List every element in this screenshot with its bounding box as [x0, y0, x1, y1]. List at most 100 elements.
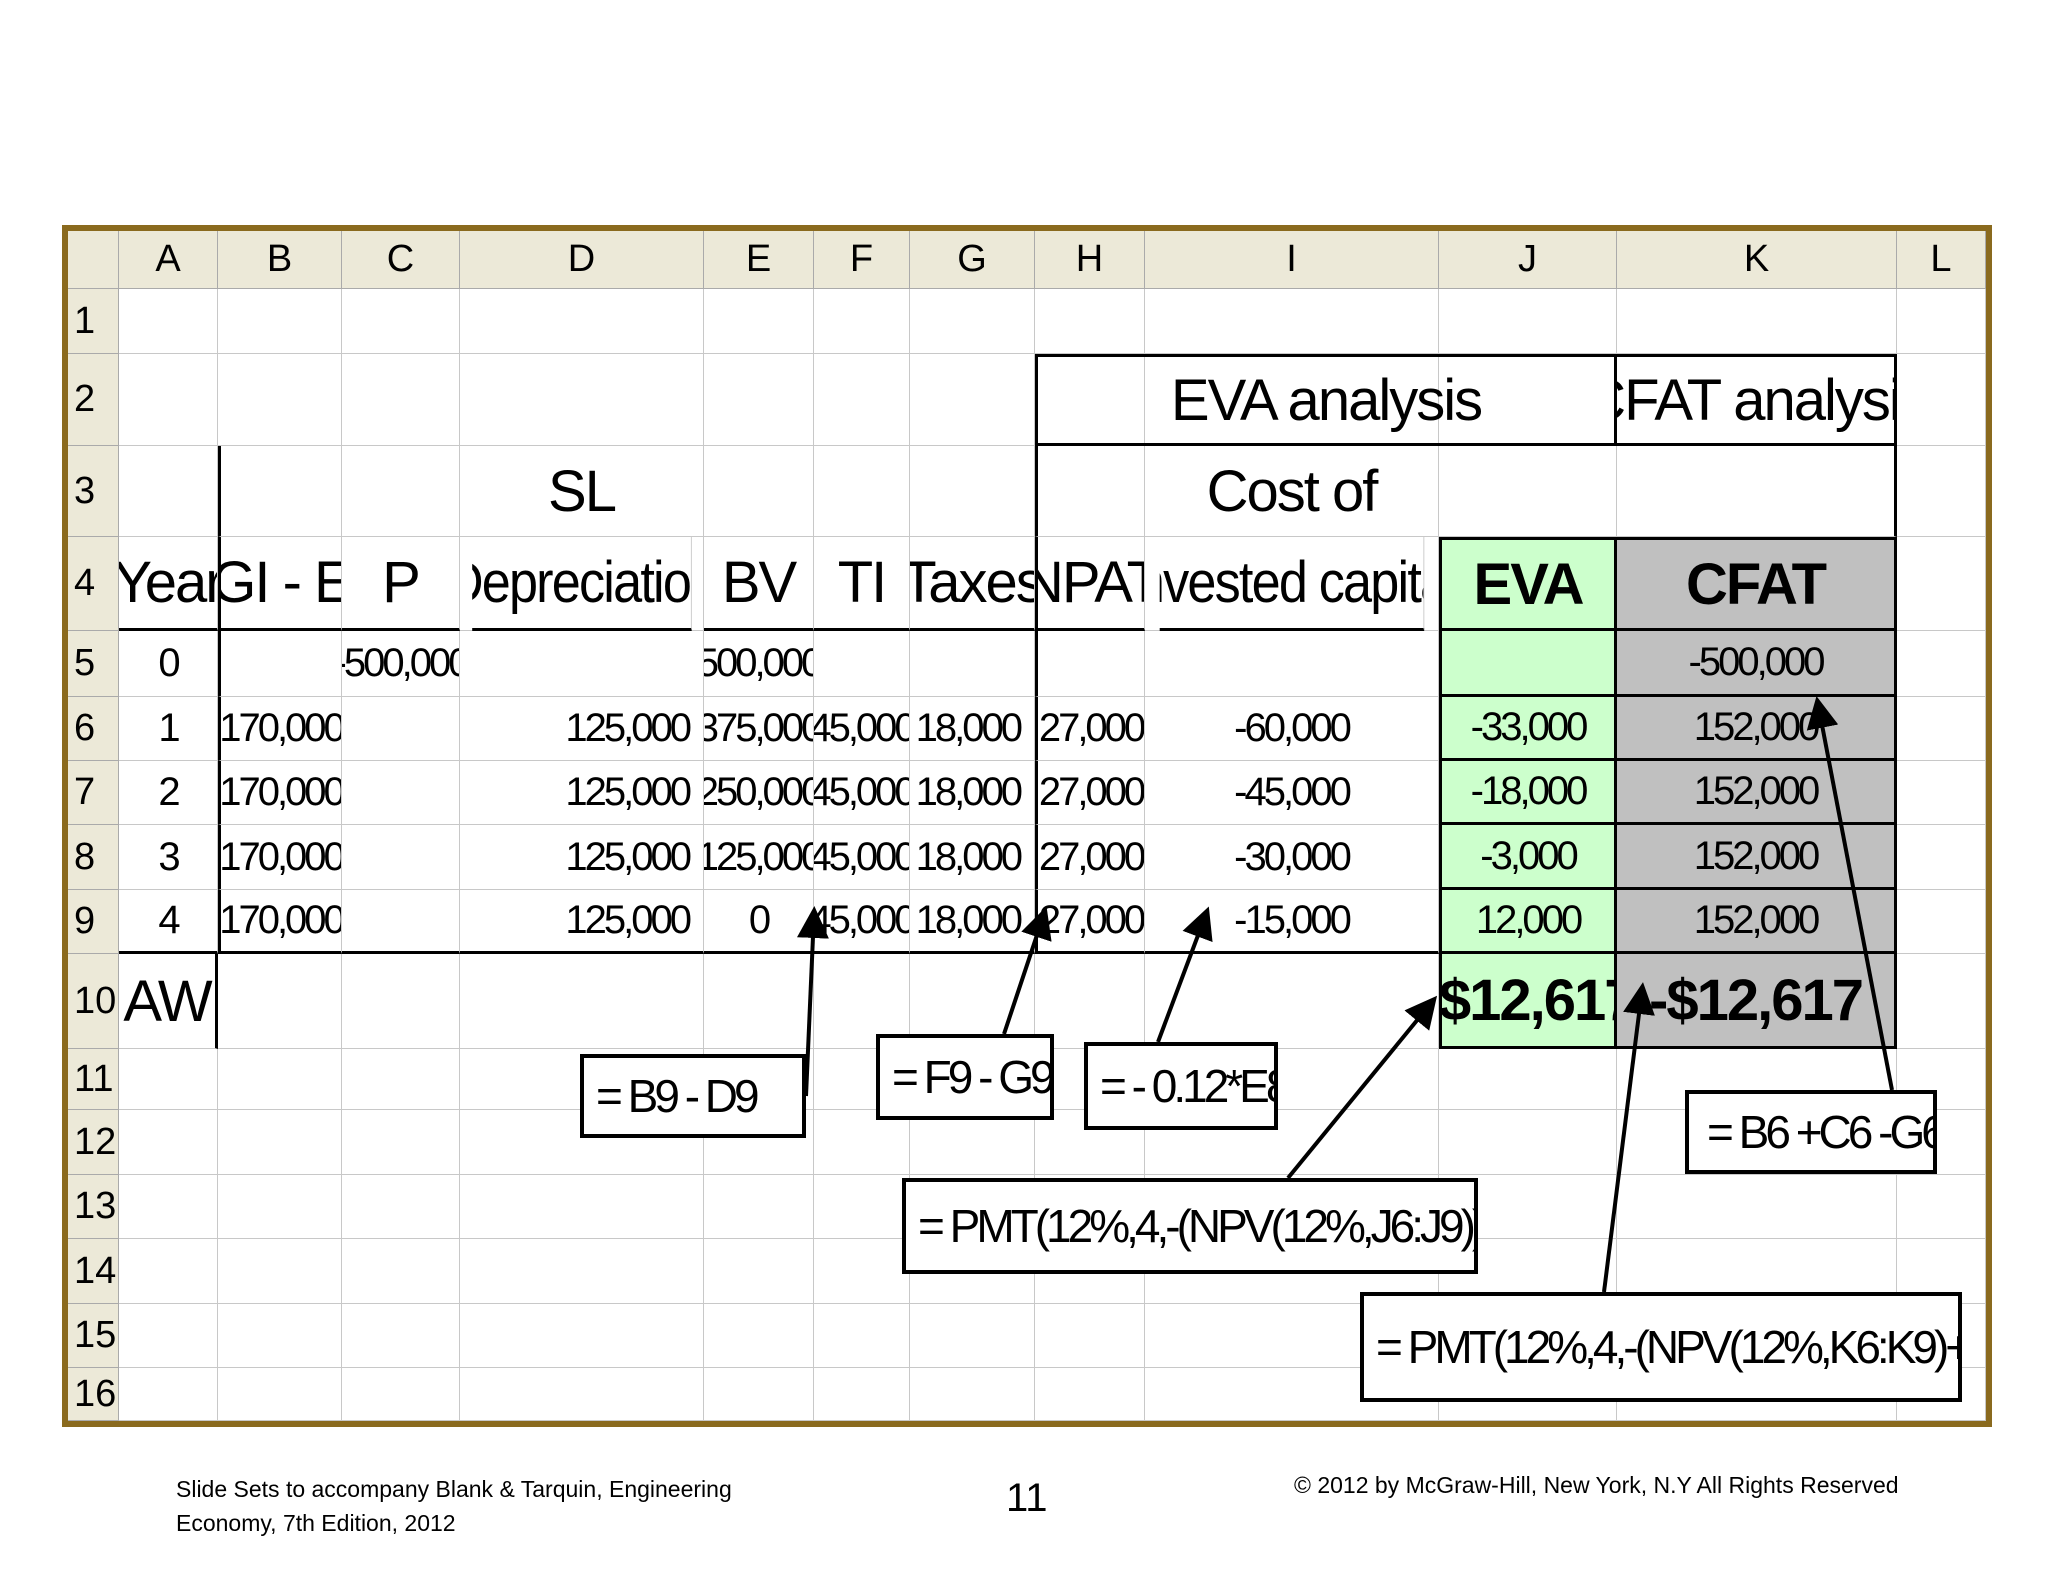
grid-cell [1035, 1368, 1145, 1421]
grid-cell [910, 446, 1035, 537]
grid-cell [1897, 1110, 1986, 1175]
grid-cell [704, 289, 814, 354]
cell-bv-3: 125,000 [704, 825, 814, 890]
cell-gi-e-2: 170,000 [218, 761, 342, 825]
grid-cell [119, 1304, 218, 1368]
grid-cell [119, 1175, 218, 1239]
callout-cfat-aw-formula: = PMT(12%,4,-(NPV(12%,K6:K9)+K5)) [1360, 1292, 1962, 1402]
grid-cell [910, 289, 1035, 354]
header-ti: TI [814, 537, 910, 631]
cell-year-4: 4 [119, 890, 218, 954]
cell-ti-0 [814, 631, 910, 697]
cell-p-2 [342, 761, 460, 825]
grid-cell [460, 1239, 704, 1304]
cell-bv-2: 250,000 [704, 761, 814, 825]
cell-npat-1: 27,000 [1035, 697, 1145, 761]
callout-cfat-formula: = B6 +C6 -G6 [1685, 1090, 1937, 1174]
cell-year-1: 1 [119, 697, 218, 761]
header-year: Year [119, 537, 218, 631]
grid-cell [1897, 354, 1986, 446]
cell-depreciation-2: 125,000 [460, 761, 704, 825]
column-header-C: C [342, 231, 460, 289]
grid-cell [704, 954, 814, 1049]
row-header-9: 9 [68, 890, 119, 954]
grid-cell [1897, 890, 1986, 954]
grid-cell [814, 1175, 910, 1239]
cell-p-1 [342, 697, 460, 761]
grid-cell [218, 1049, 342, 1110]
cell-bv-4: 0 [704, 890, 814, 954]
grid-cell [1035, 446, 1145, 537]
cell-gi-e-1: 170,000 [218, 697, 342, 761]
row-header-12: 12 [68, 1110, 119, 1175]
grid-cell [814, 1368, 910, 1421]
row-header-13: 13 [68, 1175, 119, 1239]
grid-cell [1897, 825, 1986, 890]
grid-cell [1897, 289, 1986, 354]
cell-eva-3: -3,000 [1439, 825, 1617, 890]
column-header-I: I [1145, 231, 1439, 289]
grid-cell [218, 1304, 342, 1368]
grid-cell [218, 1239, 342, 1304]
cell-p-0: -500,000 [342, 631, 460, 697]
grid-cell [119, 1049, 218, 1110]
page-number: 11 [1006, 1476, 1048, 1520]
grid-cell [342, 1175, 460, 1239]
grid-cell [704, 446, 814, 537]
header-p: P [342, 537, 460, 631]
grid-cell [1035, 289, 1145, 354]
grid-cell [1145, 954, 1439, 1049]
grid-cell [460, 1368, 704, 1421]
grid-cell [1897, 761, 1986, 825]
grid-cell [1897, 446, 1986, 537]
grid-cell [119, 1368, 218, 1421]
cfat-analysis-title: CFAT analysis [1617, 354, 1897, 446]
grid-cell [218, 354, 342, 446]
cell-depreciation-3: 125,000 [460, 825, 704, 890]
grid-cell [119, 354, 218, 446]
grid-cell [342, 1110, 460, 1175]
grid-cell [814, 354, 910, 446]
cell-ti-1: 45,000 [814, 697, 910, 761]
row-header-16: 16 [68, 1368, 119, 1421]
grid-cell [460, 1304, 704, 1368]
grid-cell [814, 1304, 910, 1368]
cell-taxes-0 [910, 631, 1035, 697]
row-header-15: 15 [68, 1304, 119, 1368]
cell-bv-1: 375,000 [704, 697, 814, 761]
grid-cell [342, 1049, 460, 1110]
row-header-5: 5 [68, 631, 119, 697]
column-header-H: H [1035, 231, 1145, 289]
cell-depreciation-4: 125,000 [460, 890, 704, 954]
header-bv: BV [704, 537, 814, 631]
callout-npat-formula: = F9 - G9 [876, 1034, 1054, 1120]
grid-cell [218, 1368, 342, 1421]
row-header-8: 8 [68, 825, 119, 890]
cell-gi-e-3: 170,000 [218, 825, 342, 890]
grid-cell [1439, 446, 1617, 537]
cell-npat-4: 27,000 [1035, 890, 1145, 954]
grid-cell [342, 1304, 460, 1368]
grid-cell [119, 446, 218, 537]
cell-cost-1: -60,000 [1145, 697, 1439, 761]
grid-cell [1617, 289, 1897, 354]
grid-cell [460, 354, 704, 446]
header-npat: NPAT [1035, 537, 1145, 631]
grid-cell [460, 289, 704, 354]
cell-year-3: 3 [119, 825, 218, 890]
grid-cell [342, 354, 460, 446]
cell-npat-2: 27,000 [1035, 761, 1145, 825]
column-header-B: B [218, 231, 342, 289]
cell-cost-4: -15,000 [1145, 890, 1439, 954]
grid-cell [1035, 1110, 1145, 1175]
callout-eva-aw-formula: = PMT(12%,4,-(NPV(12%,J6:J9))) [902, 1178, 1478, 1274]
row-header-7: 7 [68, 761, 119, 825]
cell-taxes-1: 18,000 [910, 697, 1035, 761]
header-taxes: Taxes [910, 537, 1035, 631]
grid-cell [460, 954, 704, 1049]
grid-cell [910, 1110, 1035, 1175]
row-header-6: 6 [68, 697, 119, 761]
row-header-3: 3 [68, 446, 119, 537]
cell-npat-3: 27,000 [1035, 825, 1145, 890]
cell-depreciation-1: 125,000 [460, 697, 704, 761]
